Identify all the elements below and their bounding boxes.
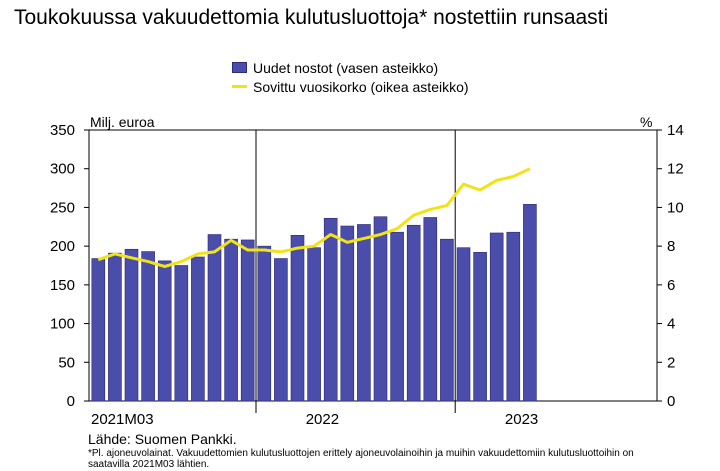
bar-2022M09 bbox=[390, 231, 404, 402]
bar-2023M03 bbox=[489, 232, 504, 402]
legend-bar-label: Uudet nostot (vasen asteikko) bbox=[253, 59, 439, 76]
bar-2021M04 bbox=[108, 252, 122, 402]
right-tick-label-0: 0 bbox=[667, 393, 675, 410]
bar-2021M06 bbox=[141, 251, 155, 402]
right-tick-label-12: 12 bbox=[667, 161, 684, 178]
legend-line-swatch bbox=[232, 85, 247, 88]
legend: Uudet nostot (vasen asteikko) Sovittu vu… bbox=[232, 58, 469, 96]
right-tick-label-8: 8 bbox=[667, 238, 675, 255]
bar-2023M05 bbox=[523, 204, 537, 402]
left-tick-label-0: 0 bbox=[67, 393, 75, 410]
bar-2022M02 bbox=[274, 258, 288, 402]
bar-2021M03 bbox=[91, 258, 106, 402]
bar-2022M10 bbox=[406, 224, 421, 402]
bar-2021M11 bbox=[224, 238, 238, 402]
x-tick-label-2022: 2022 bbox=[306, 411, 339, 428]
bar-2021M08 bbox=[174, 265, 189, 402]
right-tick-label-14: 14 bbox=[667, 122, 684, 139]
legend-line-label: Sovittu vuosikorko (oikea asteikko) bbox=[253, 78, 469, 95]
chart-title: Toukokuussa vakuudettomia kulutusluottoj… bbox=[14, 6, 609, 29]
bar-2022M11 bbox=[423, 217, 438, 402]
bar-2022M12 bbox=[440, 238, 454, 402]
footnote: *Pl. ajoneuvolainat. Vakuudettomien kulu… bbox=[88, 448, 634, 470]
left-tick-label-150: 150 bbox=[50, 277, 75, 294]
legend-bar-swatch bbox=[232, 62, 247, 73]
bar-2023M01 bbox=[456, 247, 471, 402]
bar-2022M06 bbox=[340, 225, 355, 402]
x-tick-label-2023: 2023 bbox=[505, 411, 538, 428]
bar-2022M05 bbox=[323, 217, 338, 402]
source-note: Lähde: Suomen Pankki. bbox=[88, 431, 237, 447]
legend-item-bars: Uudet nostot (vasen asteikko) bbox=[232, 58, 469, 77]
right-tick-label-6: 6 bbox=[667, 277, 675, 294]
bar-2022M07 bbox=[357, 224, 371, 402]
right-tick-label-10: 10 bbox=[667, 199, 684, 216]
bar-2021M09 bbox=[191, 256, 205, 402]
left-tick-label-100: 100 bbox=[50, 316, 75, 333]
x-tick-label-2021M03: 2021M03 bbox=[91, 411, 154, 428]
bar-2022M03 bbox=[290, 235, 305, 402]
bar-2021M12 bbox=[240, 239, 255, 402]
plot-frame bbox=[88, 129, 658, 402]
left-tick-label-350: 350 bbox=[50, 122, 75, 139]
left-tick-label-50: 50 bbox=[58, 354, 75, 371]
bar-2022M04 bbox=[307, 247, 321, 402]
right-tick-label-4: 4 bbox=[667, 316, 675, 333]
bar-2021M05 bbox=[124, 248, 139, 402]
left-tick-label-250: 250 bbox=[50, 199, 75, 216]
legend-item-line: Sovittu vuosikorko (oikea asteikko) bbox=[232, 77, 469, 96]
left-axis-label: Milj. euroa bbox=[90, 114, 155, 130]
bar-2023M04 bbox=[506, 231, 521, 402]
bar-2021M07 bbox=[157, 260, 172, 402]
bar-2023M02 bbox=[473, 252, 487, 402]
bar-2022M01 bbox=[257, 245, 272, 402]
right-tick-label-2: 2 bbox=[667, 354, 675, 371]
bar-2021M10 bbox=[207, 234, 222, 402]
right-axis-label: % bbox=[640, 114, 652, 130]
left-tick-label-200: 200 bbox=[50, 238, 75, 255]
bar-2022M08 bbox=[373, 216, 388, 402]
left-tick-label-300: 300 bbox=[50, 161, 75, 178]
